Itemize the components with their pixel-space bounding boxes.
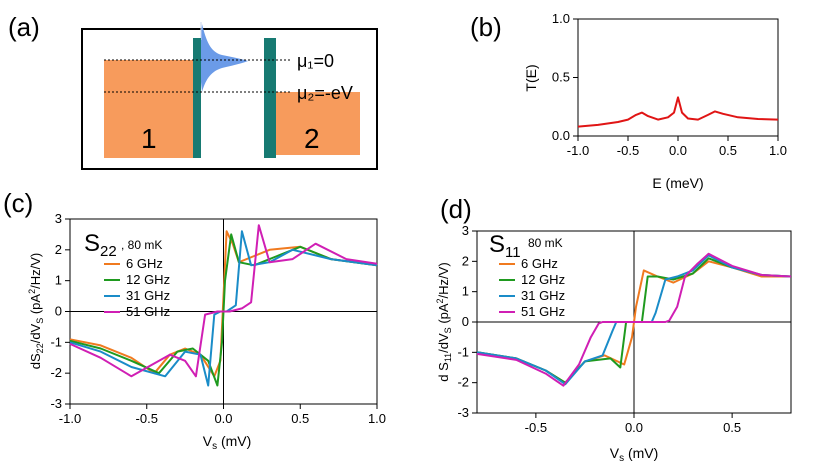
legend-label: 6 GHz <box>521 256 558 271</box>
panel-label-c: (c) <box>3 188 33 218</box>
legend-label: 51 GHz <box>521 304 565 319</box>
y-axis-label: d S11/dVS (pA2/Hz/V) <box>435 262 453 381</box>
legend-label: 51 GHz <box>126 304 170 319</box>
chart-title: S22 <box>84 230 117 260</box>
y-tick-label: -2 <box>50 365 62 380</box>
y-tick-label: 0 <box>55 304 62 319</box>
x-tick-label: 0.0 <box>625 420 643 435</box>
x-tick-label: -0.5 <box>617 143 639 158</box>
x-tick-label: 0.0 <box>214 411 232 426</box>
lead-2-label: 2 <box>304 123 320 154</box>
x-tick-label: 0.5 <box>723 420 741 435</box>
y-tick-label: -3 <box>457 405 469 420</box>
y-axis-label: dS22/dVS (pA2/Hz/V) <box>27 253 45 369</box>
legend-label: 31 GHz <box>126 288 170 303</box>
y-tick-label: -1 <box>50 334 62 349</box>
x-tick-label: -0.5 <box>136 411 158 426</box>
y-tick-label: -1 <box>457 344 469 359</box>
x-tick-label: 0.5 <box>719 143 737 158</box>
legend-label: 31 GHz <box>521 288 565 303</box>
x-axis-label: Vs (mV) <box>610 445 659 464</box>
y-tick-label: 3 <box>55 211 62 226</box>
x-tick-label: 0.5 <box>291 411 309 426</box>
mu2-label: μ₂=-eV <box>297 83 353 103</box>
x-tick-label: -1.0 <box>567 143 589 158</box>
y-tick-label: 1 <box>462 284 469 299</box>
lead-1-label: 1 <box>141 123 157 154</box>
series-line-51-ghz <box>69 224 378 378</box>
series-line-t-e- <box>577 96 779 128</box>
tunnel-barrier-right <box>264 38 276 158</box>
temperature-label: 80 mK <box>528 236 563 250</box>
y-axis-label: T(E) <box>523 64 539 91</box>
y-tick-label: 3 <box>462 223 469 238</box>
temperature-label: , 80 mK <box>121 238 162 252</box>
y-tick-label: 1.0 <box>552 11 570 26</box>
density-of-states-peak <box>199 24 248 92</box>
series-line-51-ghz <box>476 252 792 387</box>
tunnel-barrier-left <box>193 38 201 158</box>
energy-diagram: μ₁=0 μ₂=-eV 1 2 <box>81 22 378 170</box>
x-tick-label: -0.5 <box>525 420 547 435</box>
lead-1-region <box>104 60 196 158</box>
x-tick-label: 0.0 <box>669 143 687 158</box>
y-tick-label: 2 <box>55 242 62 257</box>
legend-label: 12 GHz <box>521 272 565 287</box>
x-axis-label: Vs (mV) <box>203 433 252 452</box>
legend-label: 12 GHz <box>126 272 170 287</box>
y-tick-label: 0.5 <box>552 70 570 85</box>
y-tick-label: 0 <box>462 314 469 329</box>
y-tick-label: -2 <box>457 375 469 390</box>
y-tick-label: 2 <box>462 253 469 268</box>
mu1-label: μ₁=0 <box>297 51 334 71</box>
transmission-chart: T(E) E (meV) -1.0 -0.5 0.0 0.5 1.0 0.0 0.5 1.0 <box>523 11 787 191</box>
y-tick-label: -3 <box>50 396 62 411</box>
chart-title: S11 <box>489 231 521 261</box>
x-tick-label: 1.0 <box>769 143 787 158</box>
y-tick-label: 1 <box>55 273 62 288</box>
legend-label: 6 GHz <box>126 256 163 271</box>
lead-2-region <box>272 92 360 155</box>
x-tick-label: -1.0 <box>59 411 81 426</box>
panel-label-b: (b) <box>470 12 502 42</box>
panel-label-d: (d) <box>440 194 472 224</box>
x-axis-label: E (meV) <box>652 175 703 191</box>
s22-chart: dS22/dVS (pA2/Hz/V) Vs (mV) S22 , 80 mK … <box>27 211 386 452</box>
y-tick-label: 0.0 <box>552 128 570 143</box>
x-tick-label: 1.0 <box>368 411 386 426</box>
panel-label-a: (a) <box>8 12 40 42</box>
s11-chart: d S11/dVS (pA2/Hz/V) Vs (mV) S11 80 mK -… <box>435 223 792 464</box>
